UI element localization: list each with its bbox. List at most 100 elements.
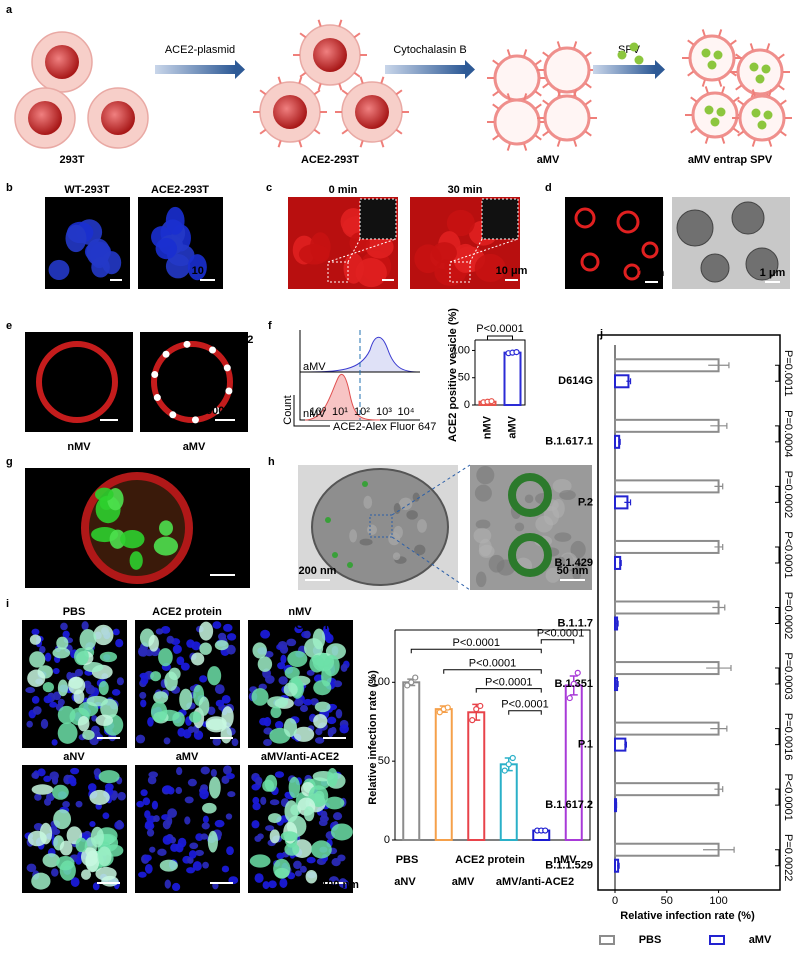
ace2-spike (359, 140, 364, 148)
bar (614, 721, 720, 736)
legend-label: aNV (394, 876, 416, 888)
texture (158, 648, 173, 667)
texture (267, 696, 289, 709)
bar (614, 539, 720, 554)
texture (330, 823, 353, 841)
vesicle (688, 34, 736, 82)
texture (31, 695, 40, 704)
p-value: P<0.0001 (469, 658, 516, 670)
significance-bracket (775, 485, 780, 503)
texture (151, 800, 159, 810)
texture (355, 257, 387, 288)
p-value: P=0.0002 (782, 471, 794, 518)
ace2-spike (535, 59, 542, 66)
texture (89, 789, 110, 805)
texture (86, 695, 108, 707)
ace2-spike (492, 90, 499, 97)
texture (29, 651, 46, 668)
error-bar (708, 362, 730, 369)
texture (286, 638, 297, 647)
texture (81, 621, 89, 631)
texture (142, 797, 151, 806)
texture (202, 815, 209, 824)
texture (70, 767, 80, 775)
spv-ring (508, 473, 552, 517)
channel-label: aMV (182, 470, 205, 482)
texture (44, 652, 52, 662)
texture (135, 734, 146, 744)
nucleus (273, 95, 307, 129)
texture (249, 854, 271, 868)
ace2-spike (704, 86, 709, 94)
axes (474, 339, 526, 406)
spv (749, 62, 759, 72)
vesicle (493, 54, 541, 102)
texture (221, 694, 231, 704)
error-bar (714, 483, 724, 490)
ace2-dot (153, 394, 161, 402)
texture (554, 532, 572, 542)
y-tick-label: D614G (558, 375, 593, 387)
texture (393, 503, 401, 515)
panel-letter: e (6, 320, 12, 332)
texture (488, 554, 505, 573)
texture (186, 639, 195, 648)
texture (43, 775, 52, 782)
texture (359, 538, 373, 546)
texture (95, 866, 117, 881)
texture (306, 669, 315, 676)
vesicle-tem (745, 247, 779, 281)
texture (159, 520, 173, 536)
texture (288, 776, 301, 799)
p-value: P<0.0001 (501, 699, 548, 711)
error-bar (615, 802, 618, 809)
cell-label: aMV (537, 154, 560, 166)
zoom-lines (391, 464, 471, 591)
ace2-spike (395, 89, 403, 96)
sample-label: aMV (183, 441, 206, 453)
texture (339, 724, 349, 734)
ace2-spike (259, 89, 267, 96)
ace2-spike (277, 76, 282, 84)
axis-arrow (293, 395, 330, 427)
y-tick-label: B.1.617.1 (545, 436, 593, 448)
texture (176, 656, 185, 666)
scale-bar-label: 500 nm (204, 560, 242, 572)
scale-bar-label: 10 μm (496, 265, 528, 277)
texture (221, 865, 230, 873)
texture (188, 850, 197, 859)
texture (260, 629, 271, 639)
texture (314, 737, 325, 744)
texture (140, 699, 147, 708)
ace2-spike (733, 96, 740, 103)
ace2-spike (506, 143, 511, 151)
texture (68, 676, 86, 695)
significance-bracket (775, 667, 780, 685)
texture (214, 640, 229, 651)
texture (201, 822, 210, 830)
texture (89, 820, 96, 828)
p-value: P=0.0022 (782, 834, 794, 881)
texture (251, 783, 261, 791)
texture (150, 701, 168, 723)
legend-swatch (709, 935, 725, 945)
texture (57, 722, 78, 744)
texture (32, 706, 42, 715)
texture (74, 647, 89, 666)
ace2-spike (751, 139, 756, 147)
image-title: aMV/anti-ACE2 (261, 751, 339, 763)
scale-bar-label: 500 nm (206, 405, 244, 417)
scale-bar-label: 10 μm (192, 265, 224, 277)
image-title: ACE2 protein (152, 606, 222, 618)
ace2-spike (492, 59, 499, 66)
texture (144, 863, 153, 874)
axes (394, 629, 591, 841)
data-point (477, 702, 484, 710)
texture (75, 800, 83, 808)
y-tick-label: B.1.1.7 (558, 617, 593, 629)
x-tick-label: nMV (481, 415, 493, 439)
texture (153, 815, 160, 823)
texture (294, 625, 303, 634)
x-tick-label: 50 (661, 895, 673, 907)
axis-title: Count (282, 395, 294, 424)
